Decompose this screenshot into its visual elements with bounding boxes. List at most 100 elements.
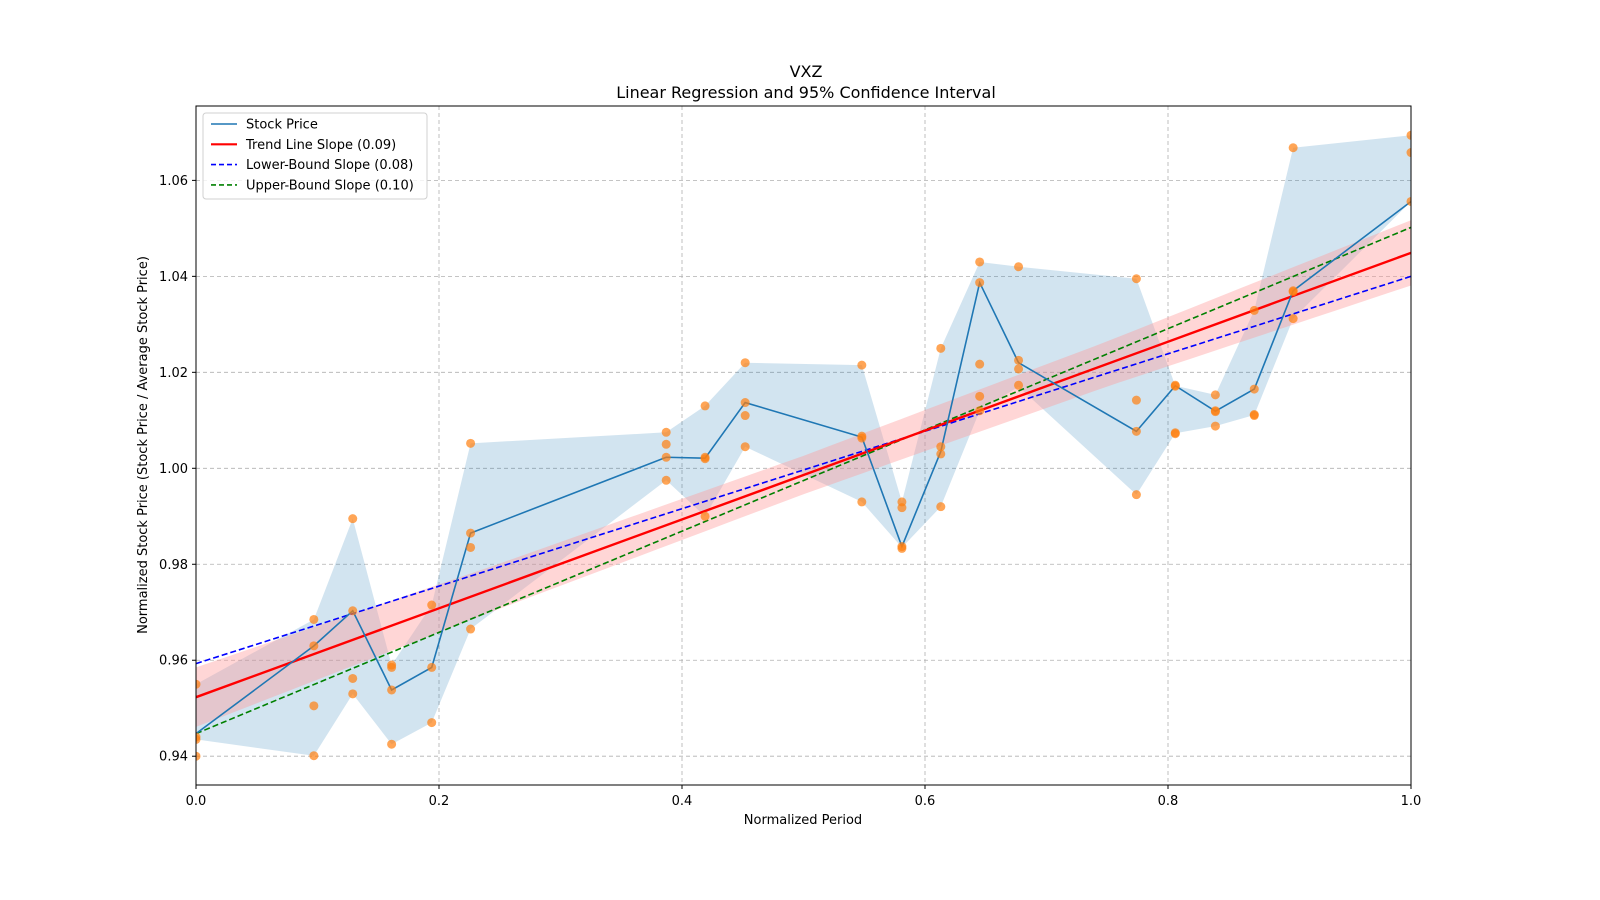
- trend-line-group: [195, 251, 1412, 699]
- scatter-point-32: [740, 398, 750, 408]
- scatter-point-33: [740, 411, 750, 421]
- scatter-point-24: [661, 439, 671, 449]
- scatter-point-56: [1131, 274, 1141, 284]
- scatter-point-22: [466, 624, 476, 634]
- y-tick-label-5: 1.04: [159, 270, 188, 285]
- scatter-point-71: [1249, 411, 1259, 421]
- plot-frame: [195, 105, 1412, 786]
- scatter-point-18: [427, 718, 437, 728]
- scatter-point-54: [1014, 364, 1024, 374]
- stock-price-band: [196, 135, 1411, 756]
- scatter-point-26: [661, 475, 671, 485]
- trend-line: [195, 251, 1412, 699]
- bound-lines: [195, 226, 1412, 735]
- scatter-point-27: [700, 401, 710, 411]
- y-tick-label-1: 0.96: [159, 654, 188, 669]
- legend-label-2: Lower-Bound Slope (0.08): [246, 158, 413, 173]
- chart-subtitle: Linear Regression and 95% Confidence Int…: [616, 83, 996, 102]
- chart-title: VXZ: [790, 62, 823, 81]
- scatter-point-16: [427, 600, 437, 610]
- scatter-point-75: [1288, 314, 1298, 324]
- scatter-point-4: [309, 614, 319, 624]
- scatter-point-35: [857, 360, 867, 370]
- x-tick-label-4: 0.8: [1158, 794, 1179, 809]
- scatter-point-9: [348, 606, 358, 616]
- stock-price-line-group: [195, 200, 1412, 735]
- x-axis-ticks: 0.0 0.2 0.4 0.6 0.8 1.0: [186, 785, 1422, 809]
- scatter-point-52: [1014, 262, 1024, 272]
- confidence-interval-area: [196, 220, 1411, 727]
- scatter-point-14: [387, 685, 397, 695]
- legend: Stock Price Trend Line Slope (0.09) Lower-…: [202, 112, 428, 200]
- x-tick-label-1: 0.2: [429, 794, 450, 809]
- lower-bound-line: [195, 275, 1412, 665]
- scatter-point-50: [975, 391, 985, 401]
- scatter-point-53: [1014, 355, 1024, 365]
- scatter-point-44: [936, 442, 946, 452]
- scatter-point-49: [975, 359, 985, 369]
- scatter-point-30: [700, 511, 710, 521]
- scatter-point-77: [1406, 148, 1411, 158]
- scatter-point-17: [427, 662, 437, 672]
- scatter-point-40: [897, 503, 907, 513]
- scatter-point-48: [975, 278, 985, 288]
- y-tick-label-3: 1.00: [159, 462, 188, 477]
- scatter-point-38: [857, 497, 867, 507]
- scatter-point-45: [936, 449, 946, 459]
- scatter-point-69: [1249, 384, 1259, 394]
- scatter-point-15: [387, 739, 397, 749]
- scatter-point-43: [936, 343, 946, 353]
- scatter-point-25: [661, 452, 671, 462]
- scatter-point-67: [1210, 421, 1220, 431]
- x-tick-label-3: 0.6: [915, 794, 936, 809]
- scatter-point-55: [1014, 380, 1024, 390]
- scatter-point-59: [1131, 490, 1141, 500]
- x-tick-label-2: 0.4: [672, 794, 693, 809]
- scatter-point-8: [348, 514, 358, 524]
- stock-price-range-area: [196, 135, 1411, 756]
- y-tick-label-2: 0.98: [159, 558, 188, 573]
- y-tick-label-6: 1.06: [159, 174, 188, 189]
- scatter-point-11: [348, 689, 358, 699]
- x-tick-label-5: 1.0: [1401, 794, 1422, 809]
- scatter-point-10: [348, 673, 358, 683]
- upper-bound-line: [195, 226, 1412, 735]
- trend-confidence-band: [196, 220, 1411, 727]
- scatter-point-58: [1131, 426, 1141, 436]
- y-axis-ticks: 0.94 0.96 0.98 1.00 1.02 1.04 1.06: [159, 174, 196, 765]
- scatter-point-2: [196, 734, 201, 744]
- stock-price-line: [195, 200, 1412, 735]
- x-axis-label: Normalized Period: [744, 813, 862, 828]
- scatter-point-3: [196, 751, 201, 761]
- scatter-point-47: [975, 257, 985, 267]
- scatter-point-21: [466, 542, 476, 552]
- scatter-point-6: [309, 701, 319, 711]
- x-tick-label-0: 0.0: [186, 794, 207, 809]
- scatter-point-78: [1406, 196, 1411, 206]
- scatter-point-66: [1210, 407, 1220, 417]
- legend-label-0: Stock Price: [246, 118, 318, 133]
- y-axis-label: Normalized Stock Price (Stock Price / Av…: [136, 256, 151, 634]
- scatter-point-29: [700, 454, 710, 464]
- scatter-point-20: [466, 528, 476, 538]
- scatter-point-64: [1210, 390, 1220, 400]
- scatter-point-7: [309, 751, 319, 761]
- scatter-point-72: [1288, 143, 1298, 153]
- scatter-point-34: [740, 442, 750, 452]
- scatter-point-5: [309, 641, 319, 651]
- scatter-point-61: [1170, 381, 1180, 391]
- scatter-points: [196, 130, 1411, 761]
- scatter-point-13: [387, 662, 397, 672]
- scatter-point-46: [936, 502, 946, 512]
- legend-label-1: Trend Line Slope (0.09): [245, 138, 396, 153]
- scatter-point-74: [1288, 287, 1298, 297]
- legend-box: [202, 112, 428, 200]
- legend-label-3: Upper-Bound Slope (0.10): [246, 178, 414, 193]
- scatter-point-0: [196, 679, 201, 689]
- scatter-point-63: [1170, 429, 1180, 439]
- scatter-point-31: [740, 358, 750, 368]
- y-tick-label-4: 1.02: [159, 366, 188, 381]
- scatter-point-51: [975, 406, 985, 416]
- scatter-point-19: [466, 438, 476, 448]
